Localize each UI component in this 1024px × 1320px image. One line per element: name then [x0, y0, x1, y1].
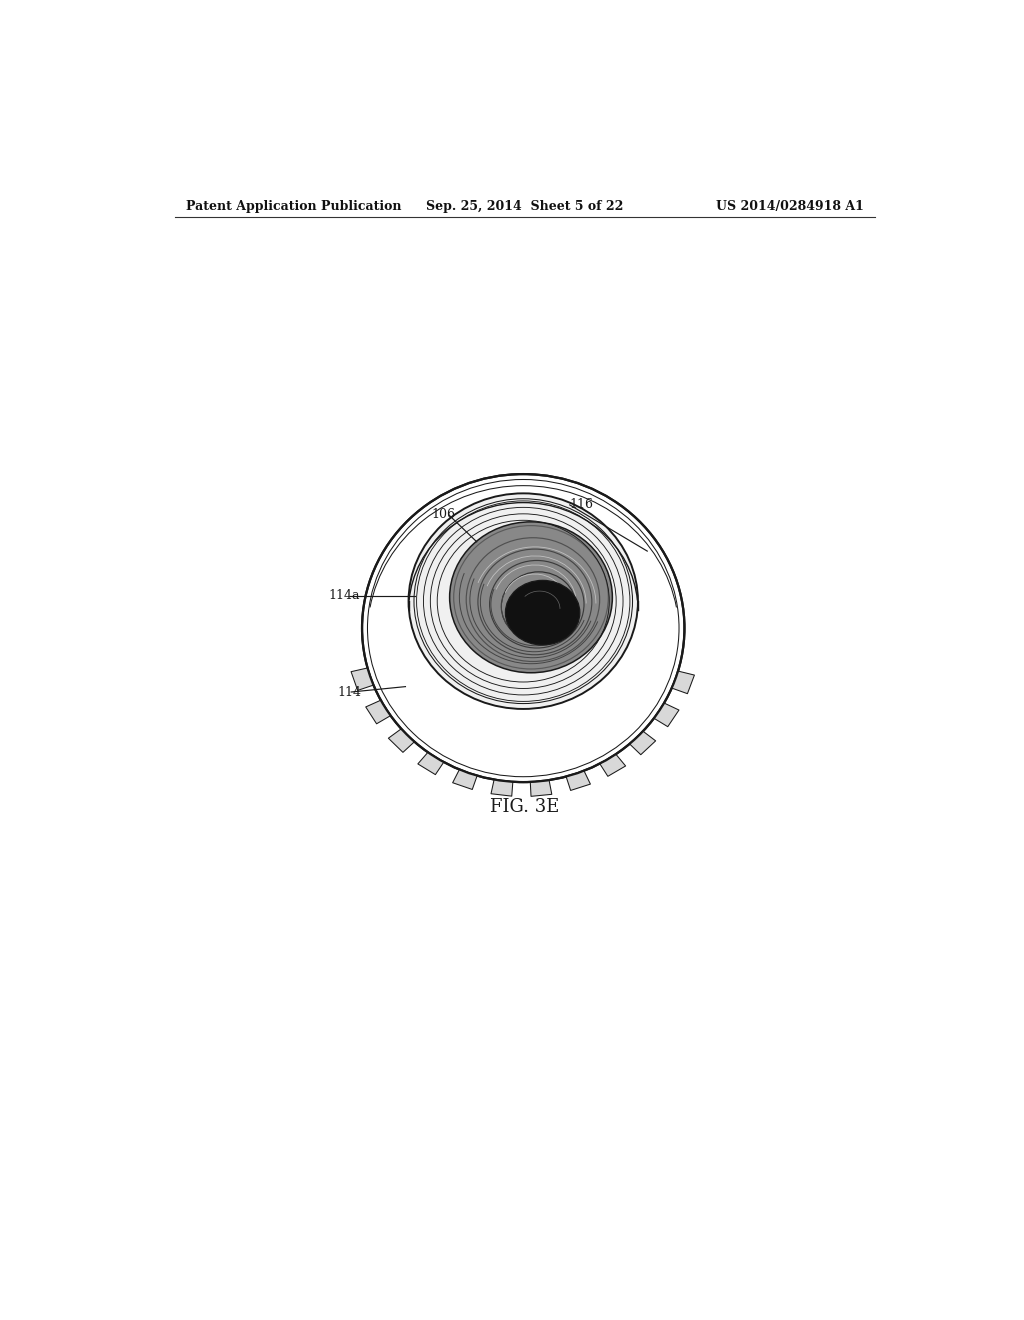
Polygon shape — [453, 770, 477, 789]
Text: 106: 106 — [432, 508, 456, 521]
Text: 114: 114 — [337, 685, 361, 698]
Ellipse shape — [506, 581, 580, 645]
Polygon shape — [630, 731, 655, 755]
Ellipse shape — [362, 474, 684, 781]
Polygon shape — [530, 780, 552, 796]
Polygon shape — [600, 754, 626, 776]
Text: 116: 116 — [569, 499, 594, 511]
Polygon shape — [566, 771, 591, 791]
Text: 114a: 114a — [328, 589, 359, 602]
Text: Sep. 25, 2014  Sheet 5 of 22: Sep. 25, 2014 Sheet 5 of 22 — [426, 199, 624, 213]
Polygon shape — [418, 752, 443, 775]
Polygon shape — [351, 668, 374, 690]
Polygon shape — [366, 700, 390, 723]
Ellipse shape — [409, 494, 638, 709]
Polygon shape — [654, 704, 679, 727]
Polygon shape — [388, 729, 415, 752]
Text: FIG. 3E: FIG. 3E — [490, 797, 559, 816]
Text: US 2014/0284918 A1: US 2014/0284918 A1 — [717, 199, 864, 213]
Polygon shape — [492, 780, 513, 796]
Ellipse shape — [450, 521, 612, 673]
Text: Patent Application Publication: Patent Application Publication — [186, 199, 401, 213]
Polygon shape — [672, 671, 694, 694]
